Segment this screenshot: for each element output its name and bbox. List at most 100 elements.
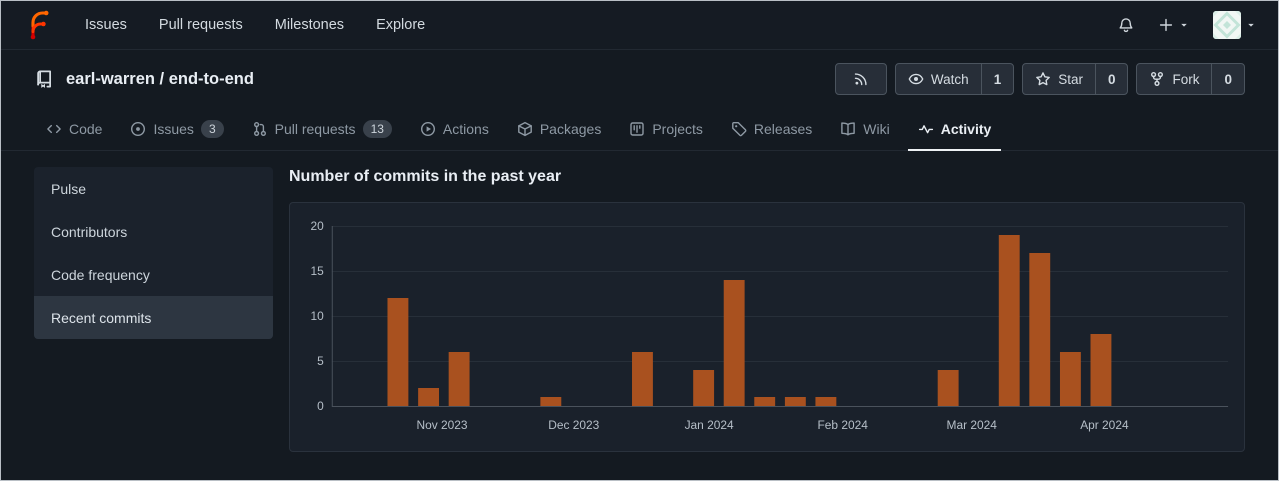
commit-bar <box>387 298 409 406</box>
star-label: Star <box>1058 71 1083 87</box>
tab-actions[interactable]: Actions <box>410 109 499 151</box>
commit-bar <box>1059 352 1081 406</box>
tab-badge: 3 <box>200 120 224 138</box>
svg-text:10: 10 <box>311 309 325 323</box>
commit-bar <box>693 370 715 406</box>
sidebar-item-contributors[interactable]: Contributors <box>51 223 128 240</box>
sidebar-item-code-frequency[interactable]: Code frequency <box>51 266 150 283</box>
watch-button[interactable]: Watch 1 <box>894 63 1015 95</box>
create-new-button[interactable] <box>1152 11 1195 39</box>
fork-icon <box>1151 71 1164 86</box>
fork-button[interactable]: Fork 0 <box>1136 63 1245 95</box>
commits-chart-card: 0 5 10 15 20 Nov 2023 Dec 2023 Jan 2024 Feb 2024… <box>289 202 1245 452</box>
notifications-button[interactable] <box>1112 11 1140 39</box>
section-title: Number of commits in the past year <box>289 168 562 185</box>
wiki-icon <box>841 122 856 136</box>
commit-bar <box>1090 334 1112 406</box>
star-icon <box>1036 72 1051 86</box>
svg-text:0: 0 <box>317 399 324 413</box>
fork-count[interactable]: 0 <box>1211 64 1244 94</box>
main-panel: Number of commits in the past year 0 5 10 1… <box>289 167 1245 452</box>
svg-text:5: 5 <box>317 354 324 368</box>
tab-label: Actions <box>442 121 489 137</box>
commit-bar <box>754 397 776 406</box>
commit-bar <box>815 397 837 406</box>
nav-link-milestones[interactable]: Milestones <box>274 17 345 33</box>
commit-bar <box>937 370 959 406</box>
primary-nav: Issues Pull requests Milestones Explore <box>85 17 457 33</box>
watch-label: Watch <box>930 71 969 87</box>
tab-pull-requests[interactable]: Pull requests 13 <box>242 109 402 151</box>
tab-issues[interactable]: Issues 3 <box>120 109 233 151</box>
activity-sidebar: Pulse Contributors Code frequency Recent co… <box>34 167 273 339</box>
nav-link-pull-requests[interactable]: Pull requests <box>158 17 243 33</box>
tab-label: Packages <box>539 121 602 137</box>
svg-text:20: 20 <box>311 219 325 233</box>
commit-bar <box>723 280 745 406</box>
commit-bar <box>784 397 806 406</box>
commit-bar <box>418 388 440 406</box>
repo-icon <box>37 70 51 88</box>
tab-activity[interactable]: Activity <box>907 109 1002 151</box>
rss-icon <box>854 73 867 86</box>
commit-bar <box>1029 253 1051 406</box>
tab-packages[interactable]: Packages <box>507 109 611 151</box>
content: Pulse Contributors Code frequency Recent co… <box>1 151 1278 452</box>
avatar <box>1213 11 1241 39</box>
svg-text:Apr 2024: Apr 2024 <box>1080 418 1129 432</box>
issue-icon <box>131 121 146 137</box>
commits-bar-chart: 0 5 10 15 20 Nov 2023 Dec 2023 Jan 2024 Feb 2024… <box>311 219 1229 432</box>
repo-actions: Watch 1 Star 0 Fork 0 <box>834 63 1245 95</box>
forgejo-logo[interactable] <box>25 10 55 40</box>
star-count[interactable]: 0 <box>1094 64 1128 94</box>
caret-down-icon <box>1248 23 1254 27</box>
nav-link-explore[interactable]: Explore <box>376 17 426 33</box>
nav-link-issues[interactable]: Issues <box>85 17 127 33</box>
sidebar-item-recent-commits[interactable]: Recent commits <box>34 296 273 339</box>
svg-text:Dec 2023: Dec 2023 <box>548 418 599 432</box>
releases-icon <box>732 122 747 137</box>
repo-title[interactable]: earl-warren / end-to-end <box>66 69 254 88</box>
tab-releases[interactable]: Releases <box>721 109 822 151</box>
svg-text:Nov 2023: Nov 2023 <box>417 418 468 432</box>
svg-text:Mar 2024: Mar 2024 <box>947 418 998 432</box>
repo-tabs: Code Issues 3 Pull requests 13 Actions Package… <box>1 105 1278 151</box>
fork-label: Fork <box>1172 71 1200 87</box>
tab-label: Releases <box>753 121 813 137</box>
tab-label: Projects <box>652 121 703 137</box>
rss-button[interactable] <box>834 63 887 95</box>
tab-label: Code <box>69 121 103 137</box>
top-navbar: Issues Pull requests Milestones Explore <box>1 1 1278 50</box>
projects-icon <box>630 122 645 136</box>
tab-label: Activity <box>940 121 992 137</box>
tab-label: Issues <box>153 121 194 137</box>
tab-badge: 13 <box>362 120 392 138</box>
repo-header: earl-warren / end-to-end Watch 1 Star 0 … <box>1 50 1278 105</box>
plus-icon <box>1159 18 1173 32</box>
tab-wiki[interactable]: Wiki <box>830 109 899 151</box>
activity-icon <box>918 125 933 134</box>
tab-label: Wiki <box>863 121 890 137</box>
pull-request-icon <box>253 121 266 136</box>
tab-code[interactable]: Code <box>36 109 112 151</box>
svg-text:15: 15 <box>311 264 325 278</box>
watch-count[interactable]: 1 <box>980 64 1014 94</box>
tab-label: Pull requests <box>274 121 356 137</box>
packages-icon <box>517 121 532 137</box>
commit-bar <box>998 235 1020 406</box>
user-menu-button[interactable] <box>1207 5 1262 45</box>
star-button[interactable]: Star 0 <box>1022 63 1129 95</box>
actions-icon <box>420 121 435 137</box>
commit-bar <box>540 397 562 406</box>
svg-text:Feb 2024: Feb 2024 <box>817 418 868 432</box>
svg-text:Jan 2024: Jan 2024 <box>685 418 734 432</box>
code-icon <box>47 124 61 134</box>
sidebar-item-pulse[interactable]: Pulse <box>51 180 87 197</box>
forgejo-logo-icon <box>30 10 49 40</box>
eye-icon <box>908 73 924 85</box>
tab-projects[interactable]: Projects <box>619 109 713 151</box>
caret-down-icon <box>1181 23 1187 27</box>
navbar-right <box>1112 5 1262 45</box>
bell-icon <box>1119 18 1133 33</box>
